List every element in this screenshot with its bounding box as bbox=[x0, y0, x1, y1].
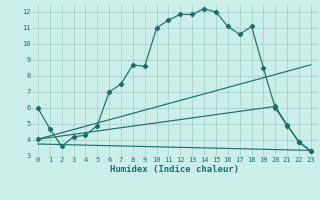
X-axis label: Humidex (Indice chaleur): Humidex (Indice chaleur) bbox=[110, 165, 239, 174]
